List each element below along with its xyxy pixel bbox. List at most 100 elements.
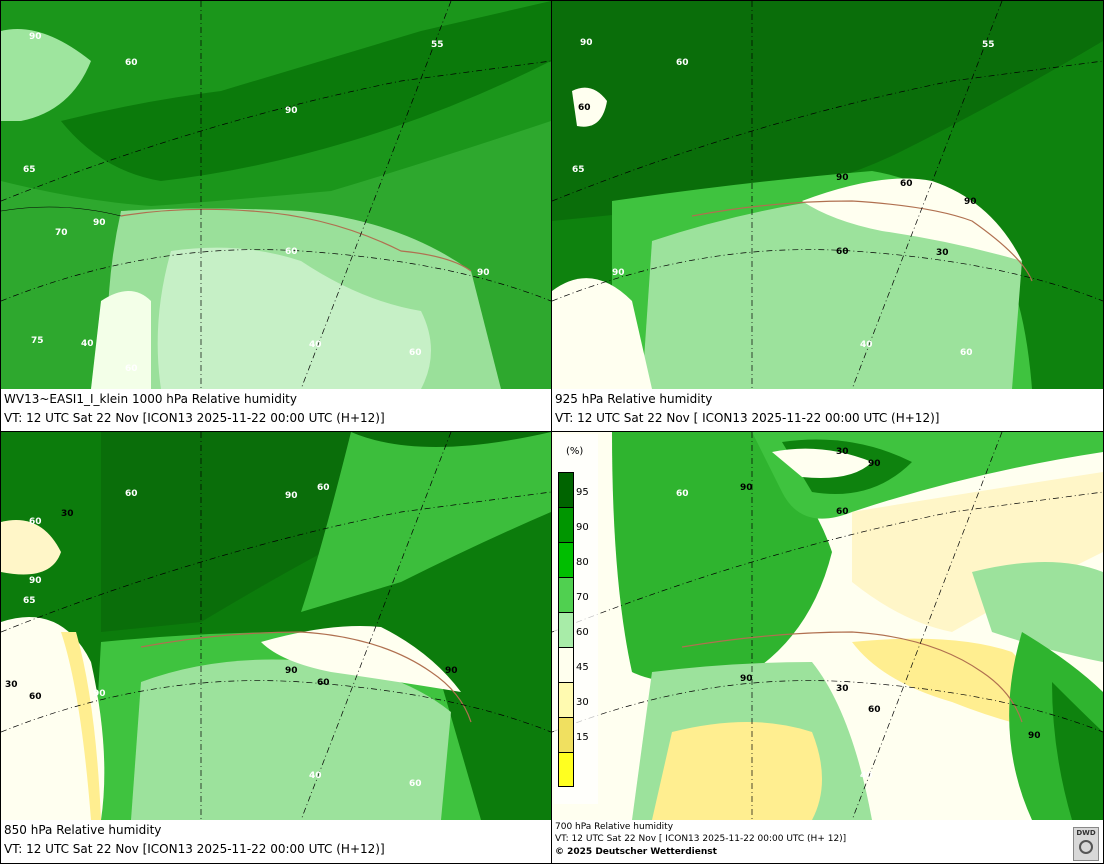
map-label: 60 — [960, 348, 973, 358]
map-label: 30 — [61, 509, 74, 519]
map-label: 60 — [836, 507, 849, 517]
caption-title: 925 hPa Relative humidity — [555, 392, 713, 406]
caption-validtime: VT: 12 UTC Sat 22 Nov [ICON13 2025-11-22… — [4, 411, 385, 425]
map-label: 40 — [860, 340, 873, 350]
map-label: 60 — [900, 179, 913, 189]
caption-925hpa: 925 hPa Relative humidity VT: 12 UTC Sat… — [552, 389, 1103, 431]
caption-validtime: VT: 12 UTC Sat 22 Nov [ ICON13 2025-11-2… — [555, 834, 847, 844]
map-label: 90 — [740, 483, 753, 493]
caption-1000hpa: WV13~EASI1_I_klein 1000 hPa Relative hum… — [1, 389, 551, 431]
panel-850hpa: 60 90 60 60 30 90 65 30 60 90 90 60 90 4… — [0, 431, 552, 864]
map-label: 90 — [29, 32, 42, 42]
map-label: 30 — [5, 680, 18, 690]
map-label: 90 — [445, 666, 458, 676]
map-label: 60 — [676, 58, 689, 68]
panel-700hpa: 30 90 60 90 60 90 30 60 90 40 (%) 95 90 80… — [551, 431, 1104, 864]
legend-tick-label: 30 — [576, 697, 589, 708]
map-850hpa: 60 90 60 60 30 90 65 30 60 90 90 60 90 4… — [1, 432, 551, 820]
map-label: 90 — [285, 491, 298, 501]
contour-labels-850hpa: 60 90 60 60 30 90 65 30 60 90 90 60 90 4… — [5, 483, 458, 789]
map-label: 30 — [936, 248, 949, 258]
map-label: 90 — [477, 268, 490, 278]
legend-tick-label: 45 — [576, 662, 589, 673]
legend-swatch — [558, 612, 574, 647]
map-label: 30 — [836, 684, 849, 694]
map-label: 60 — [868, 705, 881, 715]
map-label: 60 — [409, 348, 422, 358]
map-label: 40 — [860, 771, 873, 781]
legend-tick-label: 15 — [576, 732, 589, 743]
map-label: 90 — [93, 689, 106, 699]
map-label: 40 — [81, 339, 94, 349]
contour-labels-925hpa: 90 60 55 60 65 90 60 90 60 30 90 40 60 — [572, 38, 995, 358]
map-label: 60 — [29, 517, 42, 527]
map-label: 60 — [285, 247, 298, 257]
map-700hpa: 30 90 60 90 60 90 30 60 90 40 — [552, 432, 1103, 820]
legend-swatch — [558, 752, 574, 787]
map-label: 60 — [409, 779, 422, 789]
map-label: 90 — [612, 268, 625, 278]
map-label: 60 — [836, 247, 849, 257]
map-label: 90 — [740, 674, 753, 684]
map-label: 90 — [29, 576, 42, 586]
map-label: 90 — [868, 459, 881, 469]
caption-validtime: VT: 12 UTC Sat 22 Nov [ ICON13 2025-11-2… — [555, 411, 940, 425]
legend-tick-label: 90 — [576, 522, 589, 533]
map-label: 30 — [836, 447, 849, 457]
map-1000hpa: 90 60 55 90 65 90 70 60 90 75 40 60 40 6… — [1, 1, 551, 389]
contour-labels-700hpa: 30 90 60 90 60 90 30 60 90 40 — [676, 447, 1041, 781]
legend-swatch — [558, 682, 574, 717]
map-label: 90 — [964, 197, 977, 207]
legend-swatch — [558, 717, 574, 752]
map-label: 60 — [125, 58, 138, 68]
panel-1000hpa: 90 60 55 90 65 90 70 60 90 75 40 60 40 6… — [0, 0, 552, 432]
caption-title: WV13~EASI1_I_klein 1000 hPa Relative hum… — [4, 392, 297, 406]
map-label: 65 — [23, 165, 36, 175]
caption-850hpa: 850 hPa Relative humidity VT: 12 UTC Sat… — [1, 820, 551, 863]
map-label: 70 — [55, 228, 68, 238]
map-label: 40 — [309, 340, 322, 350]
map-label: 75 — [31, 336, 44, 346]
map-label: 60 — [29, 692, 42, 702]
map-label: 90 — [93, 218, 106, 228]
map-label: 90 — [285, 106, 298, 116]
color-legend: (%) 95 90 80 70 60 45 30 15 — [554, 434, 598, 804]
copyright-text: © 2025 Deutscher Wetterdienst — [555, 847, 717, 857]
dwd-logo-text: DWD — [1076, 829, 1096, 837]
map-label: 90 — [1028, 731, 1041, 741]
map-label: 60 — [317, 678, 330, 688]
map-label: 40 — [309, 771, 322, 781]
map-label: 90 — [836, 173, 849, 183]
swirl-icon — [1079, 840, 1093, 854]
legend-swatch — [558, 542, 574, 577]
legend-tick-label: 80 — [576, 557, 589, 568]
legend-swatch — [558, 507, 574, 542]
panel-925hpa: 90 60 55 60 65 90 60 90 60 30 90 40 60 9… — [551, 0, 1104, 432]
map-label: 55 — [982, 40, 995, 50]
dwd-logo-icon: DWD — [1073, 827, 1099, 861]
map-label: 60 — [125, 364, 138, 374]
legend-tick-label: 60 — [576, 627, 589, 638]
legend-swatch — [558, 577, 574, 612]
caption-700hpa: 700 hPa Relative humidity VT: 12 UTC Sat… — [552, 820, 1103, 863]
map-label: 65 — [572, 165, 585, 175]
map-925hpa: 90 60 55 60 65 90 60 90 60 30 90 40 60 — [552, 1, 1103, 389]
contour-labels-1000hpa: 90 60 55 90 65 90 70 60 90 75 40 60 40 6… — [23, 32, 490, 374]
map-label: 90 — [580, 38, 593, 48]
map-label: 55 — [431, 40, 444, 50]
caption-title: 850 hPa Relative humidity — [4, 823, 162, 837]
caption-title: 700 hPa Relative humidity — [555, 822, 674, 832]
caption-validtime: VT: 12 UTC Sat 22 Nov [ICON13 2025-11-22… — [4, 842, 385, 856]
map-label: 60 — [125, 489, 138, 499]
map-label: 60 — [317, 483, 330, 493]
legend-swatch — [558, 647, 574, 682]
legend-unit: (%) — [566, 446, 584, 457]
map-label: 90 — [285, 666, 298, 676]
legend-tick-label: 95 — [576, 487, 589, 498]
map-label: 60 — [676, 489, 689, 499]
map-label: 60 — [578, 103, 591, 113]
legend-swatch — [558, 472, 574, 507]
map-label: 65 — [23, 596, 36, 606]
legend-tick-label: 70 — [576, 592, 589, 603]
legend-colorbar — [558, 472, 574, 787]
